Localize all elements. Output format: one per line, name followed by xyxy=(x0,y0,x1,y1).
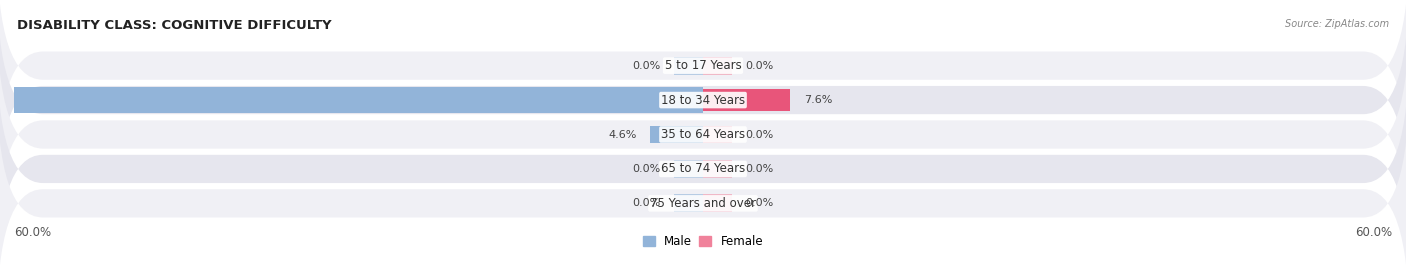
Text: 65 to 74 Years: 65 to 74 Years xyxy=(661,162,745,175)
Text: 7.6%: 7.6% xyxy=(804,95,832,105)
Text: 0.0%: 0.0% xyxy=(745,129,773,140)
Text: 4.6%: 4.6% xyxy=(607,129,637,140)
Bar xyxy=(703,126,731,143)
Bar xyxy=(675,57,703,75)
FancyBboxPatch shape xyxy=(0,0,1406,224)
Text: 0.0%: 0.0% xyxy=(633,164,661,174)
Text: 75 Years and over: 75 Years and over xyxy=(650,197,756,210)
Bar xyxy=(703,194,731,212)
Bar xyxy=(675,194,703,212)
FancyBboxPatch shape xyxy=(0,0,1406,189)
Text: 5 to 17 Years: 5 to 17 Years xyxy=(665,59,741,72)
Bar xyxy=(650,126,703,143)
Text: 0.0%: 0.0% xyxy=(633,61,661,71)
Bar xyxy=(14,87,703,113)
Text: 0.0%: 0.0% xyxy=(745,164,773,174)
Bar xyxy=(675,160,703,178)
Text: 35 to 64 Years: 35 to 64 Years xyxy=(661,128,745,141)
Text: 0.0%: 0.0% xyxy=(633,198,661,208)
FancyBboxPatch shape xyxy=(0,45,1406,269)
Text: 60.0%: 60.0% xyxy=(14,226,51,239)
Bar xyxy=(703,90,790,111)
FancyBboxPatch shape xyxy=(0,11,1406,258)
Text: Source: ZipAtlas.com: Source: ZipAtlas.com xyxy=(1285,19,1389,29)
Legend: Male, Female: Male, Female xyxy=(638,230,768,253)
Bar xyxy=(703,57,731,75)
FancyBboxPatch shape xyxy=(0,80,1406,269)
Text: 0.0%: 0.0% xyxy=(745,61,773,71)
Text: 0.0%: 0.0% xyxy=(745,198,773,208)
Text: 60.0%: 60.0% xyxy=(1355,226,1392,239)
Text: DISABILITY CLASS: COGNITIVE DIFFICULTY: DISABILITY CLASS: COGNITIVE DIFFICULTY xyxy=(17,19,332,32)
Bar xyxy=(703,160,731,178)
Text: 18 to 34 Years: 18 to 34 Years xyxy=(661,94,745,107)
